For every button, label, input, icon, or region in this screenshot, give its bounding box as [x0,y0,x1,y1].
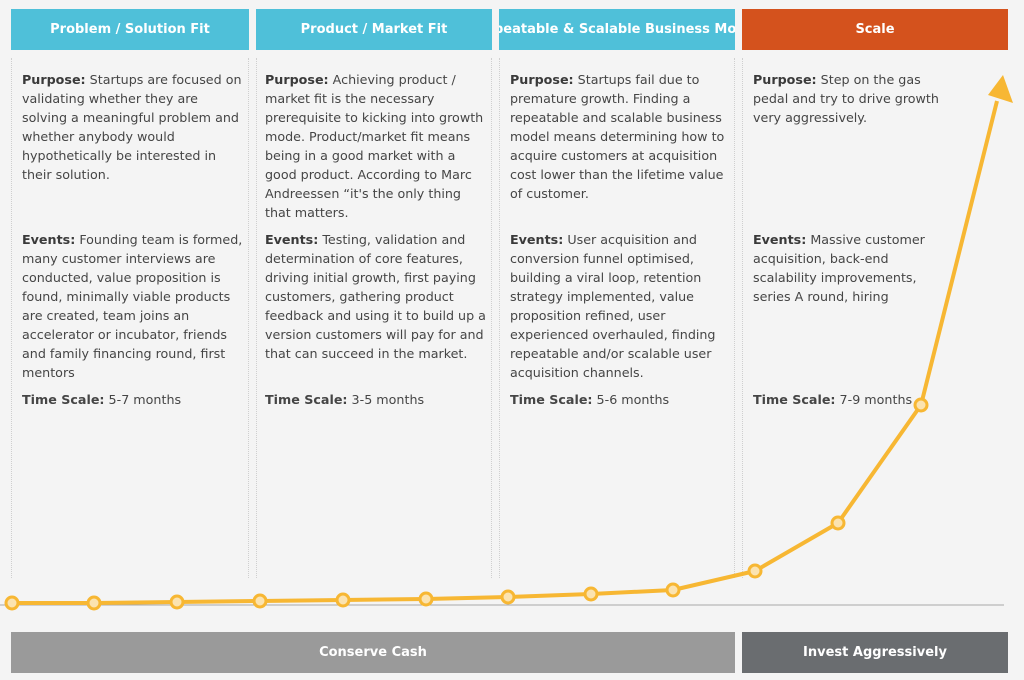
events-text: Events: Testing, validation and determin… [265,230,487,363]
time-scale-value: 5-7 months [108,392,182,407]
purpose-text: Purpose: Achieving product / market fit … [265,70,487,222]
events-value: Testing, validation and determination of… [265,232,486,361]
circle-marker [747,563,763,579]
purpose-label: Purpose: [510,72,574,87]
phase-title: Product / Market Fit [300,22,448,37]
phase-header-scale: Scale [742,9,1008,50]
circle-marker [418,591,434,607]
circle-marker [665,582,681,598]
purpose-value: Achieving product / market fit is the ne… [265,72,484,220]
time-scale-label: Time Scale: [22,392,105,407]
circle-marker [4,595,20,611]
circle-marker [913,397,929,413]
time-scale-text: Time Scale: 5-7 months [22,390,244,409]
purpose-text: Purpose: Step on the gas pedal and try t… [753,70,953,127]
phase-column [11,58,249,578]
events-label: Events: [265,232,319,247]
purpose-label: Purpose: [753,72,817,87]
circle-marker [583,586,599,602]
time-scale-label: Time Scale: [265,392,348,407]
phase-title: Repeatable & Scalable Business Model [499,22,735,37]
events-label: Events: [753,232,807,247]
circle-marker [830,515,846,531]
circle-marker [335,592,351,608]
footer-label: Conserve Cash [319,645,427,660]
phase-header-product-market-fit: Product / Market Fit [256,9,492,50]
purpose-label: Purpose: [265,72,329,87]
phase-title: Scale [855,22,895,37]
circle-marker [86,595,102,611]
phase-column [499,58,735,578]
time-scale-label: Time Scale: [510,392,593,407]
arrow-head-icon [988,75,1013,103]
events-text: Events: Massive customer acquisition, ba… [753,230,933,306]
time-scale-value: 7-9 months [839,392,913,407]
phase-column [742,58,1008,578]
events-label: Events: [510,232,564,247]
events-label: Events: [22,232,76,247]
time-scale-text: Time Scale: 5-6 months [510,390,730,409]
time-scale-value: 5-6 months [596,392,670,407]
purpose-value: Startups are focused on validating wheth… [22,72,242,182]
phase-column [256,58,492,578]
events-text: Events: User acquisition and conversion … [510,230,730,382]
events-value: User acquisition and conversion funnel o… [510,232,716,380]
purpose-text: Purpose: Startups are focused on validat… [22,70,244,184]
footer-invest-aggressively: Invest Aggressively [742,632,1008,673]
purpose-value: Step on the gas pedal and try to drive g… [753,72,939,125]
time-scale-text: Time Scale: 3-5 months [265,390,487,409]
purpose-text: Purpose: Startups fail due to premature … [510,70,730,203]
time-scale-value: 3-5 months [351,392,425,407]
phase-title: Problem / Solution Fit [50,22,210,37]
footer-conserve-cash: Conserve Cash [11,632,735,673]
circle-marker [169,594,185,610]
circle-marker [252,593,268,609]
growth-curve-line [12,100,999,605]
phase-header-repeatable-scalable: Repeatable & Scalable Business Model [499,9,735,50]
events-value: Massive customer acquisition, back-end s… [753,232,925,304]
footer-label: Invest Aggressively [803,645,947,660]
phase-header-problem-solution-fit: Problem / Solution Fit [11,9,249,50]
time-scale-text: Time Scale: 7-9 months [753,390,953,409]
events-value: Founding team is formed, many customer i… [22,232,243,380]
time-scale-label: Time Scale: [753,392,836,407]
purpose-value: Startups fail due to premature growth. F… [510,72,725,201]
purpose-label: Purpose: [22,72,86,87]
circle-marker [500,589,516,605]
events-text: Events: Founding team is formed, many cu… [22,230,244,382]
